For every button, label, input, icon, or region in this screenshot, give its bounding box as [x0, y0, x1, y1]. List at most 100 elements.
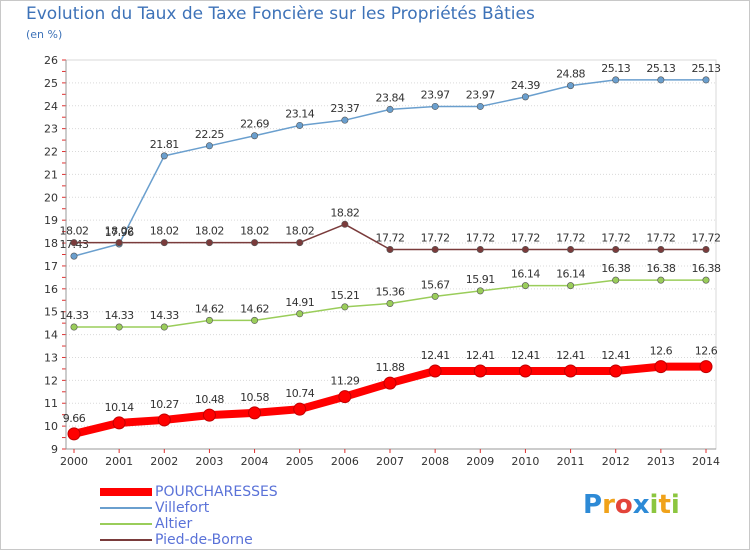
- data-point: [293, 402, 307, 416]
- logo-letter-i-2: i: [670, 490, 680, 520]
- data-label: 14.62: [195, 302, 224, 315]
- data-label: 16.14: [511, 268, 540, 281]
- data-label: 16.38: [601, 262, 630, 275]
- x-tick-label: 2002: [150, 455, 178, 468]
- data-label: 24.39: [511, 79, 540, 92]
- data-label: 23.97: [466, 88, 495, 101]
- data-label: 14.33: [60, 309, 89, 322]
- data-point: [386, 299, 394, 307]
- data-label: 18.02: [150, 225, 179, 238]
- legend-label-villefort: Villefort: [155, 500, 210, 516]
- data-point: [521, 282, 529, 290]
- data-point: [567, 82, 575, 90]
- data-point: [251, 239, 259, 247]
- y-tick-label: 24: [44, 100, 58, 113]
- data-label: 10.14: [105, 401, 134, 414]
- data-point: [296, 121, 304, 129]
- data-label: 18.02: [105, 225, 134, 238]
- y-tick-label: 21: [44, 168, 58, 181]
- data-point: [612, 76, 620, 84]
- data-point: [383, 376, 397, 390]
- data-label: 12.41: [421, 349, 450, 362]
- data-label: 12.41: [466, 349, 495, 362]
- data-point: [428, 364, 442, 378]
- data-point: [160, 239, 168, 247]
- data-label: 14.33: [105, 309, 134, 322]
- data-point: [296, 239, 304, 247]
- data-point: [657, 276, 665, 284]
- data-point: [521, 93, 529, 101]
- x-tick-label: 2000: [60, 455, 88, 468]
- logo-letter-x: x: [632, 490, 650, 520]
- y-tick-label: 16: [44, 283, 58, 296]
- data-point: [341, 303, 349, 311]
- data-point: [386, 245, 394, 253]
- data-point: [338, 390, 352, 404]
- y-tick-label: 14: [44, 329, 58, 342]
- data-point: [115, 239, 123, 247]
- data-label: 25.13: [646, 62, 675, 75]
- data-point: [205, 239, 213, 247]
- data-point: [612, 276, 620, 284]
- data-point: [654, 360, 668, 374]
- data-point: [248, 406, 262, 420]
- data-label: 18.02: [60, 225, 89, 238]
- data-label: 12.41: [601, 349, 630, 362]
- data-point: [251, 316, 259, 324]
- y-tick-label: 18: [44, 237, 58, 250]
- data-label: 17.72: [646, 231, 675, 244]
- data-label: 17.72: [556, 231, 585, 244]
- data-label: 22.69: [240, 118, 269, 131]
- data-point: [702, 76, 710, 84]
- data-label: 16.38: [692, 262, 721, 275]
- data-label: 18.82: [330, 206, 359, 219]
- data-point: [67, 427, 81, 441]
- y-tick-label: 25: [44, 77, 58, 90]
- data-label: 18.02: [240, 225, 269, 238]
- data-point: [567, 282, 575, 290]
- logo-letter-r: r: [602, 490, 615, 520]
- legend-swatch-villefort: [100, 507, 152, 509]
- data-label: 25.13: [692, 62, 721, 75]
- data-label: 14.33: [150, 309, 179, 322]
- y-tick-label: 23: [44, 123, 58, 136]
- data-label: 17.72: [376, 231, 405, 244]
- data-point: [476, 102, 484, 110]
- data-point: [70, 252, 78, 260]
- data-label: 16.14: [556, 268, 585, 281]
- y-tick-label: 17: [44, 260, 58, 273]
- data-label: 23.37: [330, 102, 359, 115]
- logo-letter-o: o: [614, 490, 633, 520]
- data-point: [205, 142, 213, 150]
- data-label: 17.72: [511, 231, 540, 244]
- data-label: 18.02: [285, 225, 314, 238]
- x-tick-label: 2014: [692, 455, 720, 468]
- data-label: 10.48: [195, 393, 224, 406]
- data-label: 15.67: [421, 278, 450, 291]
- x-tick-label: 2012: [602, 455, 630, 468]
- data-point: [699, 360, 713, 374]
- data-point: [205, 316, 213, 324]
- data-point: [567, 245, 575, 253]
- data-label: 15.91: [466, 273, 495, 286]
- y-tick-label: 9: [51, 443, 58, 456]
- data-point: [476, 245, 484, 253]
- data-label: 22.25: [195, 128, 224, 141]
- x-tick-label: 2010: [511, 455, 539, 468]
- data-point: [70, 239, 78, 247]
- data-label: 14.91: [285, 296, 314, 309]
- data-label: 11.88: [376, 361, 405, 374]
- y-tick-label: 11: [44, 397, 58, 410]
- data-point: [518, 364, 532, 378]
- data-label: 24.88: [556, 68, 585, 81]
- legend-label-altier: Altier: [155, 516, 193, 532]
- data-point: [431, 292, 439, 300]
- data-label: 17.72: [421, 231, 450, 244]
- x-tick-label: 2013: [647, 455, 675, 468]
- legend-swatch-pourcharesses: [100, 488, 152, 496]
- data-label: 17.72: [692, 231, 721, 244]
- data-label: 17.72: [466, 231, 495, 244]
- data-point: [341, 220, 349, 228]
- data-label: 12.6: [695, 345, 718, 358]
- y-tick-label: 13: [44, 351, 58, 364]
